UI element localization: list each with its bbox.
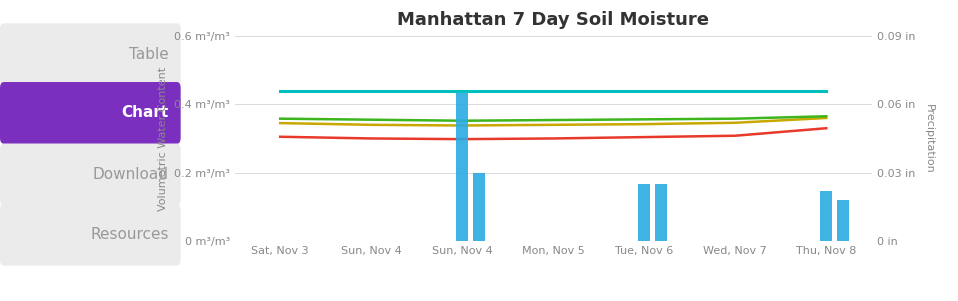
Bar — [836, 200, 849, 241]
FancyBboxPatch shape — [0, 23, 181, 85]
Bar — [820, 191, 833, 241]
Bar — [456, 93, 468, 241]
Title: Manhattan 7 Day Soil Moisture: Manhattan 7 Day Soil Moisture — [398, 11, 709, 29]
Y-axis label: Precipitation: Precipitation — [924, 104, 933, 173]
Y-axis label: Volumetric Water Content: Volumetric Water Content — [158, 67, 169, 210]
Text: Download: Download — [93, 167, 169, 182]
Text: Chart: Chart — [122, 105, 169, 120]
Bar — [638, 184, 650, 241]
Text: Resources: Resources — [90, 227, 169, 242]
Bar — [654, 184, 667, 241]
FancyBboxPatch shape — [0, 82, 181, 144]
Bar — [472, 172, 485, 241]
Text: Table: Table — [129, 47, 169, 62]
FancyBboxPatch shape — [0, 144, 181, 206]
FancyBboxPatch shape — [0, 204, 181, 265]
